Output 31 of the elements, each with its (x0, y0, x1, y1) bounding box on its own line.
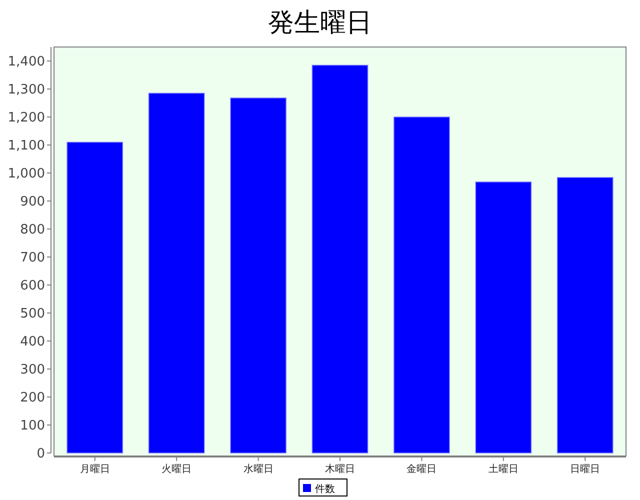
bar (230, 98, 286, 454)
y-tick-label: 1,100 (8, 138, 45, 154)
y-tick-label: 600 (20, 278, 45, 294)
bar (312, 64, 368, 454)
legend-item: 件数 (303, 484, 335, 495)
y-tick-label: 400 (20, 334, 45, 350)
y-tick-label: 1,400 (8, 54, 45, 70)
y-tick-label: 900 (20, 194, 45, 210)
x-tick-label: 金曜日 (406, 463, 437, 475)
y-tick-label: 1,200 (8, 110, 45, 126)
bar (66, 142, 124, 454)
y-tick-label: 300 (20, 362, 45, 378)
y-tick-label: 700 (20, 250, 45, 266)
chart-title: 発生曜日 (268, 8, 372, 38)
y-tick-label: 800 (20, 222, 45, 238)
y-tick-label: 0 (36, 446, 45, 462)
bar (475, 182, 532, 454)
x-tick-label: 土曜日 (488, 463, 518, 475)
x-tick-label: 木曜日 (325, 463, 355, 475)
bar (556, 177, 614, 454)
y-tick-label: 100 (20, 418, 45, 434)
y-tick-label: 1,000 (8, 166, 45, 182)
bar (394, 116, 450, 454)
bar (148, 92, 205, 454)
y-tick-label: 1,300 (8, 82, 45, 98)
y-tick-label: 200 (20, 390, 45, 406)
y-tick-label: 500 (20, 306, 45, 322)
x-tick-label: 月曜日 (80, 463, 110, 475)
x-tick-label: 火曜日 (162, 463, 192, 475)
x-tick-label: 水曜日 (243, 463, 274, 475)
x-tick-label: 日曜日 (570, 463, 600, 475)
